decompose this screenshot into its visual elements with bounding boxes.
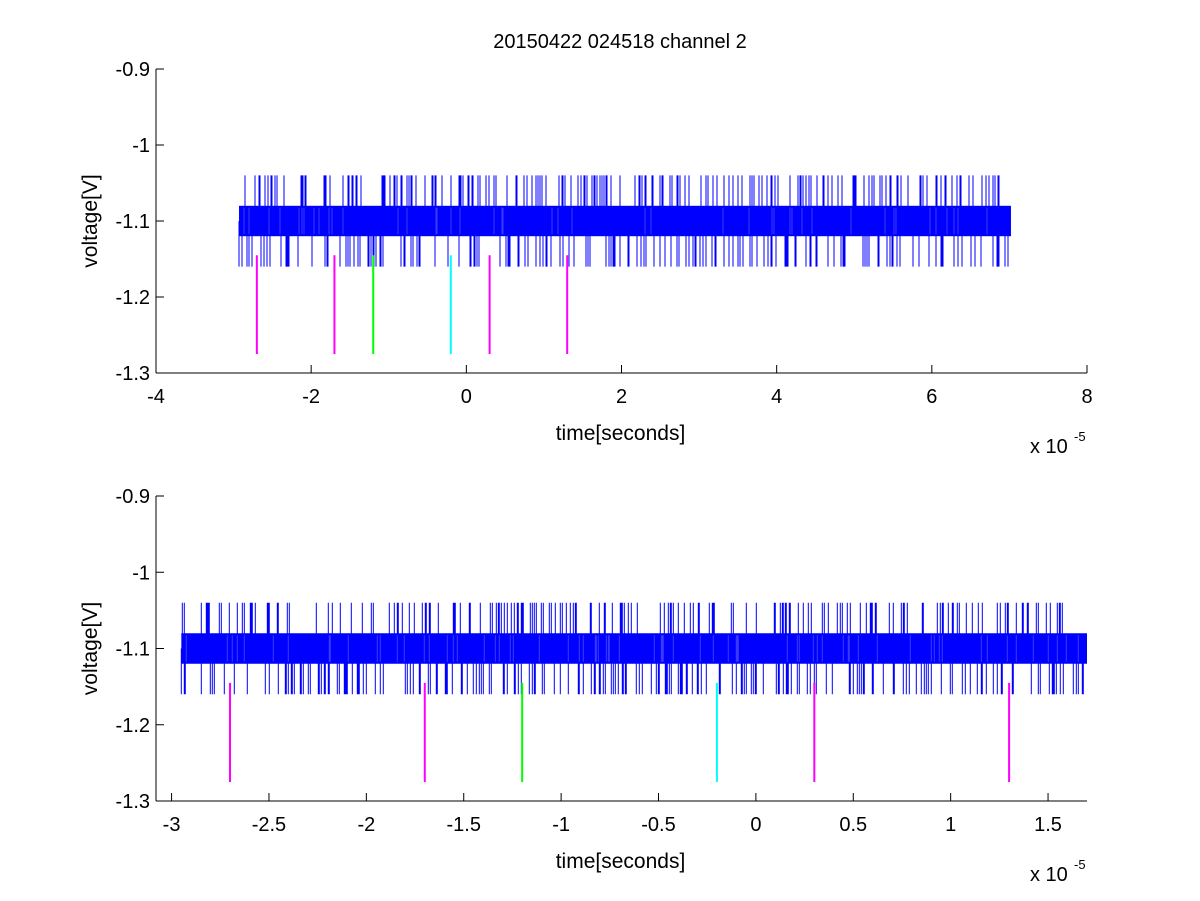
chart1-y-axis-label: voltage[V] xyxy=(79,602,102,695)
chart1-x-tick-label-0: -3 xyxy=(163,814,181,836)
chart0-y-tick-label-2: -1.1 xyxy=(116,211,150,233)
chart0-x-exponent: -5 xyxy=(1074,429,1086,444)
chart0-y-tick-label-1: -1.2 xyxy=(116,287,150,309)
chart1-signal-spikes xyxy=(180,602,1084,695)
chart0-x-tick-label-0: -4 xyxy=(147,386,165,408)
chart1-x-tick-label-2: -2 xyxy=(357,814,375,836)
chart0-x-exponent-label: x 10 xyxy=(1030,436,1068,458)
chart0-signal-band xyxy=(239,205,1011,237)
chart0-y-axis-label: voltage[V] xyxy=(79,174,102,267)
chart0-signal-texture xyxy=(243,207,988,235)
chart1-x-tick-label-6: 0 xyxy=(750,814,761,836)
chart1-y-tick-label-4: -0.9 xyxy=(116,486,150,508)
chart1-x-exponent-label: x 10 xyxy=(1030,864,1068,886)
chart1-y-tick-label-0: -1.3 xyxy=(116,791,150,813)
chart0-x-tick-label-3: 2 xyxy=(616,386,627,408)
chart1-x-tick-label-8: 1 xyxy=(945,814,956,836)
bottom-subplot: -3 -2.5 -2 -1.5 -1 -0.5 0 0.5 1 1.5 -1.3 -1.2 -1.1 -1… xyxy=(79,486,1088,886)
chart0-x-tick-label-6: 8 xyxy=(1081,386,1092,408)
chart0-y-tick-label-3: -1 xyxy=(132,135,150,157)
chart0-x-tick-label-1: -2 xyxy=(302,386,320,408)
chart1-x-tick-label-9: 1.5 xyxy=(1034,814,1062,836)
chart0-x-tick-label-5: 6 xyxy=(926,386,937,408)
chart1-signal-band xyxy=(181,633,1088,664)
chart1-x-exponent: -5 xyxy=(1074,857,1086,872)
chart1-x-tick-label-3: -1.5 xyxy=(447,814,481,836)
chart1-series-0-signal xyxy=(180,602,1088,695)
chart1-x-tick-label-4: -1 xyxy=(552,814,570,836)
chart1-x-tick-label-1: -2.5 xyxy=(252,814,286,836)
figure-title: 20150422 024518 channel 2 xyxy=(493,31,747,53)
chart1-y-tick-label-1: -1.2 xyxy=(116,715,150,737)
chart1-x-axis-label: time[seconds] xyxy=(556,850,686,873)
chart0-x-tick-label-2: 0 xyxy=(461,386,472,408)
chart0-y-tick-label-4: -0.9 xyxy=(116,59,150,81)
chart0-x-tick-label-4: 4 xyxy=(771,386,782,408)
chart1-x-tick-label-5: -0.5 xyxy=(641,814,675,836)
chart0-signal-spikes xyxy=(238,175,1009,267)
chart0-series-0-signal xyxy=(238,175,1011,267)
chart1-y-tick-label-2: -1.1 xyxy=(116,639,150,661)
chart1-signal-texture xyxy=(185,635,1079,662)
chart1-x-tick-label-7: 0.5 xyxy=(839,814,867,836)
chart1-y-tick-label-3: -1 xyxy=(132,562,150,584)
chart0-y-tick-label-0: -1.3 xyxy=(116,363,150,385)
chart0-x-axis-label: time[seconds] xyxy=(556,422,686,445)
top-subplot: -4 -2 0 2 4 6 8 -1.3 -1.2 -1.1 -1 -0.9 time[seconds]… xyxy=(79,59,1093,458)
